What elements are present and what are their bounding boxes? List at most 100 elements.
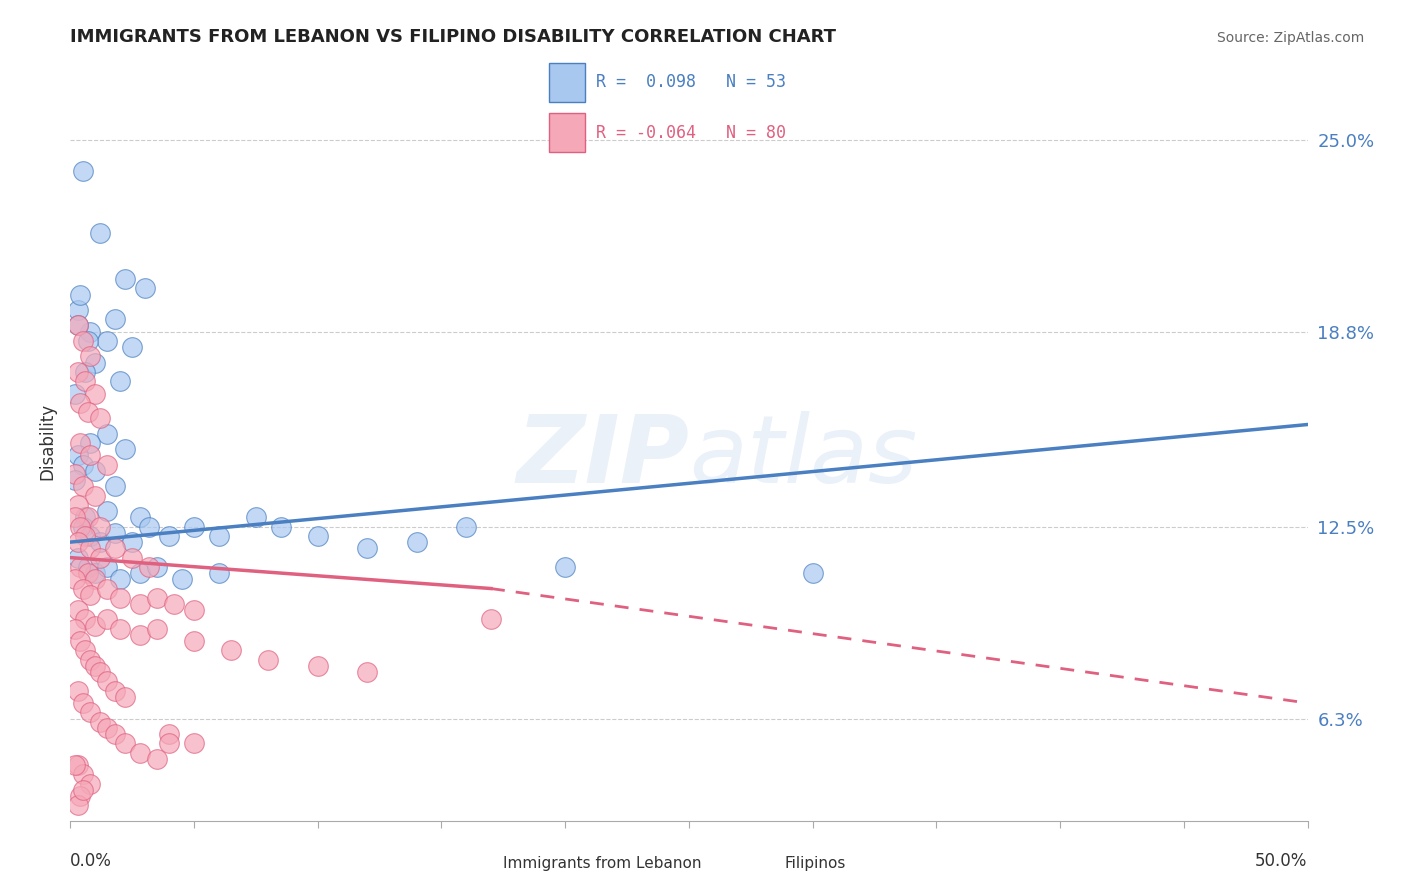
Point <box>69 634 91 648</box>
Point <box>114 736 136 750</box>
Point <box>76 560 98 574</box>
Point <box>128 566 150 580</box>
Point <box>128 628 150 642</box>
Point <box>801 566 824 580</box>
Point <box>66 303 89 318</box>
Point <box>69 287 91 301</box>
Point <box>79 325 101 339</box>
Point <box>66 798 89 813</box>
Point <box>104 479 127 493</box>
Point <box>114 272 136 286</box>
Point <box>76 334 98 348</box>
Point <box>146 560 169 574</box>
Point <box>138 560 160 574</box>
Point <box>208 566 231 580</box>
Point <box>72 767 94 781</box>
Point <box>96 458 118 472</box>
Point <box>138 519 160 533</box>
Point <box>183 736 205 750</box>
Point <box>128 510 150 524</box>
Point <box>79 653 101 667</box>
Point <box>104 727 127 741</box>
Point <box>183 603 205 617</box>
Text: Filipinos: Filipinos <box>785 856 846 871</box>
Point <box>89 714 111 729</box>
Point <box>76 566 98 580</box>
Point <box>96 721 118 735</box>
Point <box>183 634 205 648</box>
Point <box>66 365 89 379</box>
Point <box>72 696 94 710</box>
Point <box>114 690 136 704</box>
Point <box>72 782 94 797</box>
Point <box>96 582 118 596</box>
Point <box>76 405 98 419</box>
Point <box>75 510 97 524</box>
Point <box>108 622 131 636</box>
Point <box>84 356 107 370</box>
Point <box>66 498 89 512</box>
Point <box>96 504 118 518</box>
Point <box>84 618 107 632</box>
Point <box>89 519 111 533</box>
Point <box>219 643 242 657</box>
Point <box>66 550 89 565</box>
Point <box>79 776 101 790</box>
Point <box>79 588 101 602</box>
Point <box>65 467 87 481</box>
Point <box>108 572 131 586</box>
Point <box>104 525 127 540</box>
Point <box>66 683 89 698</box>
Text: atlas: atlas <box>689 411 917 502</box>
Point <box>79 436 101 450</box>
Point <box>72 163 94 178</box>
Point <box>66 535 89 549</box>
Point <box>104 312 127 326</box>
Point <box>146 752 169 766</box>
Point <box>72 582 94 596</box>
Point <box>84 464 107 478</box>
Text: ZIP: ZIP <box>516 410 689 503</box>
Point <box>146 591 169 605</box>
Point <box>108 374 131 388</box>
Point <box>96 560 118 574</box>
Point <box>65 386 87 401</box>
Point <box>66 449 89 463</box>
Point <box>245 510 267 524</box>
Point <box>66 603 89 617</box>
Point <box>270 519 292 533</box>
Point <box>89 665 111 679</box>
Point <box>183 519 205 533</box>
Y-axis label: Disability: Disability <box>38 403 56 480</box>
Point <box>69 396 91 410</box>
Text: 0.0%: 0.0% <box>70 852 112 870</box>
Point <box>84 659 107 673</box>
Point <box>69 560 91 574</box>
Point <box>69 436 91 450</box>
Point <box>66 758 89 772</box>
Point <box>128 597 150 611</box>
Point <box>65 572 87 586</box>
Point <box>79 350 101 364</box>
Point <box>479 612 502 626</box>
Point <box>84 386 107 401</box>
Point <box>65 758 87 772</box>
Point <box>65 473 87 487</box>
Point <box>96 674 118 689</box>
Point <box>208 529 231 543</box>
Point <box>456 519 478 533</box>
Point <box>128 746 150 760</box>
Point <box>96 426 118 441</box>
Point <box>121 535 143 549</box>
Point <box>89 411 111 425</box>
Point <box>65 510 87 524</box>
Point <box>89 226 111 240</box>
Point <box>84 566 107 580</box>
Point <box>69 789 91 803</box>
Point <box>75 365 97 379</box>
Point <box>72 458 94 472</box>
Point <box>96 334 118 348</box>
Point <box>307 659 329 673</box>
Point <box>307 529 329 543</box>
Point <box>65 622 87 636</box>
